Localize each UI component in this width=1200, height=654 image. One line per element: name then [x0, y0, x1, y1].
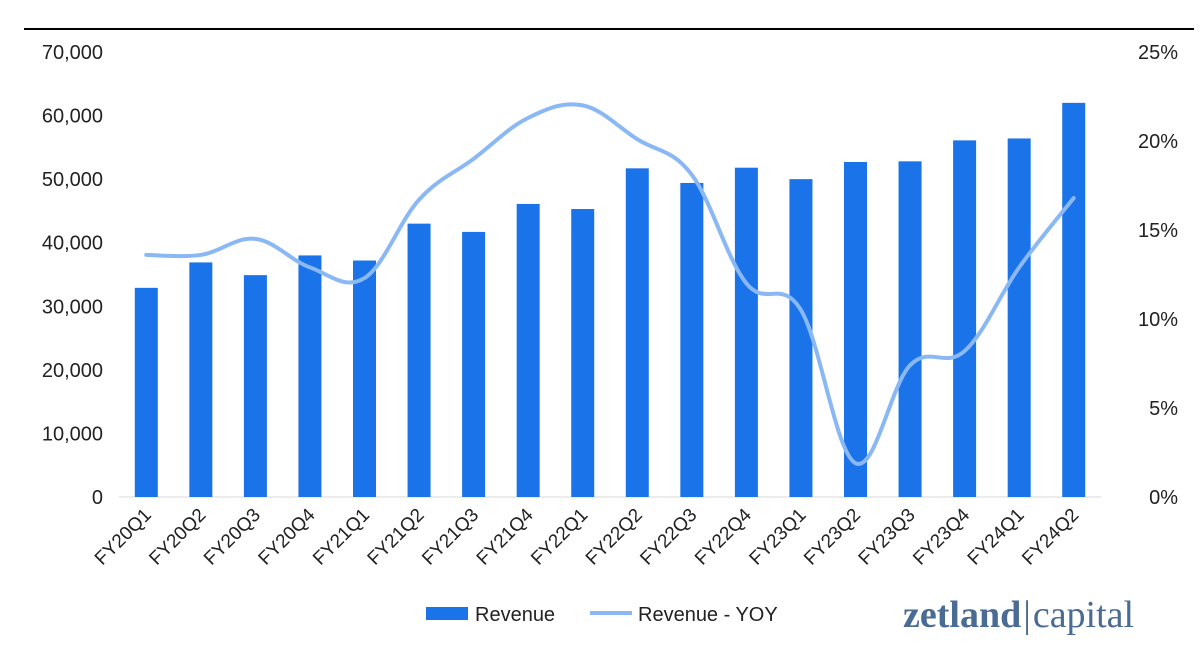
revenue-bar	[953, 140, 977, 497]
legend-revenue-swatch	[426, 607, 468, 620]
legend-yoy-label: Revenue - YOY	[638, 604, 778, 626]
logo-part-1: zetland	[903, 594, 1021, 636]
revenue-bar	[680, 182, 704, 497]
left-tick-label: 30,000	[42, 296, 103, 318]
revenue-bar	[298, 255, 322, 497]
category-label: FY22Q4	[691, 504, 756, 569]
left-tick-label: 0	[92, 487, 103, 509]
left-tick-label: 70,000	[42, 42, 103, 64]
legend: Revenue Revenue - YOY	[426, 604, 778, 626]
left-tick-label: 50,000	[42, 169, 103, 191]
revenue-bar	[571, 209, 595, 497]
category-label: FY23Q2	[800, 505, 865, 570]
logo-part-2: capital	[1033, 594, 1134, 636]
left-tick-label: 20,000	[42, 360, 103, 382]
logo-separator: |	[1023, 594, 1031, 636]
right-tick-label: 10%	[1138, 309, 1178, 331]
left-axis-ticks: 0 10,000 20,000 30,000 40,000 50,000 60,000 70,…	[42, 42, 103, 509]
yoy-line	[144, 102, 1076, 466]
revenue-bar	[1062, 102, 1086, 497]
right-axis-ticks: 0% 5% 10% 15% 20% 25%	[1138, 42, 1178, 509]
category-label: FY21Q1	[309, 505, 374, 570]
revenue-bar	[625, 168, 649, 498]
category-label: FY23Q4	[909, 504, 974, 569]
right-tick-label: 25%	[1138, 42, 1178, 64]
right-tick-label: 5%	[1149, 398, 1178, 420]
revenue-bar	[1007, 138, 1031, 497]
category-label: FY20Q2	[145, 505, 210, 570]
category-label: FY22Q1	[527, 505, 592, 570]
category-label: FY24Q1	[964, 505, 1029, 570]
revenue-bar	[407, 223, 431, 497]
category-label: FY21Q2	[364, 505, 429, 570]
left-tick-label: 60,000	[42, 106, 103, 128]
category-labels: FY20Q1FY20Q2FY20Q3FY20Q4FY21Q1FY21Q2FY21…	[91, 504, 1083, 569]
category-label: FY20Q3	[200, 505, 265, 570]
revenue-bars	[134, 102, 1086, 498]
right-tick-label: 0%	[1149, 487, 1178, 509]
category-label: FY22Q3	[636, 505, 701, 570]
revenue-bar	[516, 203, 540, 497]
category-label: FY22Q2	[582, 505, 647, 570]
right-tick-label: 20%	[1138, 131, 1178, 153]
left-tick-label: 10,000	[42, 423, 103, 445]
revenue-bar	[789, 179, 813, 497]
revenue-bar	[134, 287, 158, 497]
category-label: FY21Q3	[418, 505, 483, 570]
category-label: FY24Q2	[1018, 505, 1083, 570]
revenue-bar	[844, 161, 867, 497]
category-label: FY23Q3	[855, 505, 920, 570]
category-label: FY20Q4	[255, 504, 320, 569]
right-tick-label: 15%	[1138, 220, 1178, 242]
left-tick-label: 40,000	[42, 233, 103, 255]
category-label: FY21Q4	[473, 504, 538, 569]
revenue-bar	[189, 262, 213, 497]
top-rule	[24, 28, 1194, 30]
revenue-bar	[734, 167, 758, 497]
svg-text:zetland|capital: zetland|capital	[903, 594, 1134, 636]
revenue-bar	[243, 275, 267, 497]
revenue-bar	[898, 161, 922, 498]
category-label: FY20Q1	[91, 505, 156, 570]
category-label: FY23Q1	[746, 505, 811, 570]
revenue-bar	[462, 231, 486, 497]
zetland-capital-logo: zetland|capital	[903, 594, 1134, 636]
legend-revenue-label: Revenue	[475, 604, 555, 626]
revenue-bar	[353, 260, 376, 497]
